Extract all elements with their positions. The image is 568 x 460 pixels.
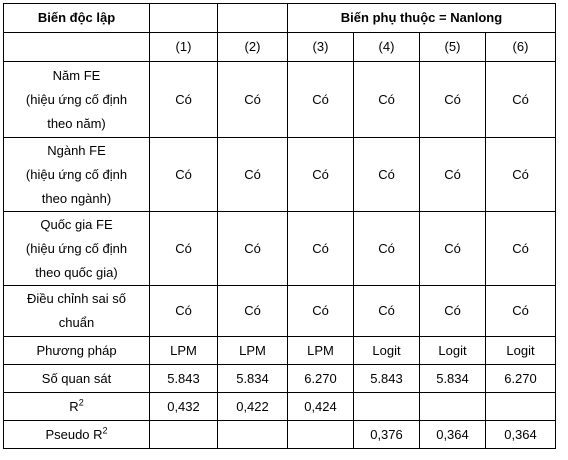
observations-row: Số quan sát 5.843 5.834 6.270 5.843 5.83… [3, 364, 556, 393]
column-number: (2) [217, 32, 288, 62]
empty-header-cell [217, 3, 288, 33]
cell: Có [149, 137, 218, 212]
cell: LPM [149, 336, 218, 365]
method-row: Phương pháp LPM LPM LPM Logit Logit Logi… [3, 336, 556, 365]
cell: Logit [419, 336, 486, 365]
cell: 0,364 [485, 420, 556, 449]
row-label: Phương pháp [3, 336, 150, 365]
column-number-row: (1) (2) (3) (4) (5) (6) [3, 32, 556, 62]
cell [149, 420, 218, 449]
cell [353, 392, 420, 421]
column-number: (1) [149, 32, 218, 62]
cell: 6.270 [485, 364, 556, 393]
country-fe-row: Quốc gia FE (hiệu ứng cố định theo quốc gi… [3, 211, 556, 286]
r-squared-row: R2 0,432 0,422 0,424 [3, 392, 556, 421]
cell: 0,364 [419, 420, 486, 449]
cell: Có [149, 61, 218, 138]
column-number: (4) [353, 32, 420, 62]
cell: Có [419, 137, 486, 212]
row-label: Năm FE (hiệu ứng cố định theo năm) [3, 61, 150, 138]
independent-variable-header: Biến độc lập [3, 3, 150, 33]
cell: Có [149, 211, 218, 286]
cell: 0,424 [287, 392, 354, 421]
cell: Có [217, 211, 288, 286]
cell: Có [353, 137, 420, 212]
cell: Có [353, 285, 420, 337]
cell [217, 420, 288, 449]
cell: Có [149, 285, 218, 337]
cell: Có [287, 285, 354, 337]
cell: Có [353, 211, 420, 286]
cell: Có [287, 137, 354, 212]
cell: Có [485, 211, 556, 286]
empty-label-cell [3, 32, 150, 62]
cell: Có [217, 61, 288, 138]
row-label: Pseudo R2 [3, 420, 150, 449]
empty-header-cell [149, 3, 218, 33]
cell: Logit [485, 336, 556, 365]
se-adjustment-row: Điều chỉnh sai số chuẩn Có Có Có Có Có Có [3, 285, 556, 337]
cell: LPM [287, 336, 354, 365]
cell: 5.843 [353, 364, 420, 393]
row-label: Quốc gia FE (hiệu ứng cố định theo quốc gi… [3, 211, 150, 286]
cell: Có [485, 61, 556, 138]
cell [485, 392, 556, 421]
cell: Có [287, 211, 354, 286]
dependent-variable-header: Biến phụ thuộc = Nanlong [287, 3, 556, 33]
cell: Có [419, 211, 486, 286]
header-row: Biến độc lập Biến phụ thuộc = Nanlong [3, 3, 556, 33]
industry-fe-row: Ngành FE (hiệu ứng cố định theo ngành) Có … [3, 137, 556, 212]
cell: 0,422 [217, 392, 288, 421]
cell: 0,432 [149, 392, 218, 421]
year-fe-row: Năm FE (hiệu ứng cố định theo năm) Có Có C… [3, 61, 556, 138]
cell: 5.834 [217, 364, 288, 393]
row-label: Ngành FE (hiệu ứng cố định theo ngành) [3, 137, 150, 212]
cell: Có [485, 285, 556, 337]
cell: Có [287, 61, 354, 138]
cell: LPM [217, 336, 288, 365]
cell: Có [353, 61, 420, 138]
cell [287, 420, 354, 449]
regression-results-table: Biến độc lập Biến phụ thuộc = Nanlong (1… [3, 3, 556, 449]
row-label: Số quan sát [3, 364, 150, 393]
row-label: R2 [3, 392, 150, 421]
row-label: Điều chỉnh sai số chuẩn [3, 285, 150, 337]
pseudo-r-squared-row: Pseudo R2 0,376 0,364 0,364 [3, 420, 556, 449]
cell: 5.843 [149, 364, 218, 393]
column-number: (5) [419, 32, 486, 62]
cell: Có [419, 61, 486, 138]
cell: Logit [353, 336, 420, 365]
cell: 0,376 [353, 420, 420, 449]
cell: Có [217, 137, 288, 212]
cell: Có [485, 137, 556, 212]
cell: 6.270 [287, 364, 354, 393]
cell: Có [419, 285, 486, 337]
cell: Có [217, 285, 288, 337]
cell: 5.834 [419, 364, 486, 393]
column-number: (3) [287, 32, 354, 62]
column-number: (6) [485, 32, 556, 62]
cell [419, 392, 486, 421]
